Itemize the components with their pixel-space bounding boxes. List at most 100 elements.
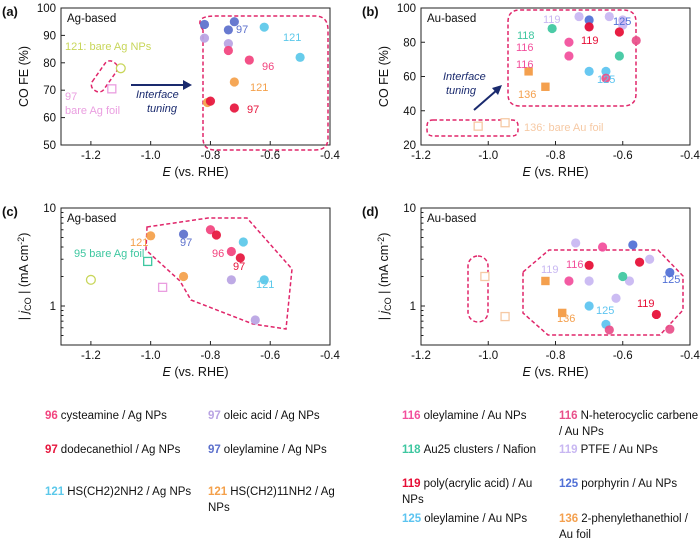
- annotation-a-ann_bare_np: 121: bare Ag NPs: [65, 41, 152, 53]
- data-point-c-3-0: [146, 231, 156, 241]
- data-point-d-0-1: [500, 311, 510, 322]
- dashed-region-b-bare: [426, 119, 519, 137]
- y-axis-label-b: CO FE (%): [377, 46, 391, 107]
- x-tick-label: -0.8: [201, 150, 221, 162]
- arrow-shaft-b: [473, 89, 498, 111]
- x-axis-label-c: E (vs. RHE): [163, 365, 229, 379]
- data-point-d-3-1: [597, 242, 608, 252]
- axes-frame-c: [60, 207, 331, 346]
- y-axis-label-a: CO FE (%): [17, 46, 31, 107]
- x-tick-label: -0.4: [320, 350, 340, 362]
- data-point-b-0-1: [500, 118, 510, 128]
- data-point-d-7-1: [665, 324, 675, 334]
- x-tick-label: -0.4: [680, 150, 700, 162]
- x-axis-label-b: E (vs. RHE): [523, 165, 589, 179]
- y-tick-label: 1: [410, 301, 416, 313]
- x-axis-label-a: E (vs. RHE): [163, 165, 229, 179]
- annotation-b-lbl_125a: 125: [613, 16, 631, 28]
- data-point-a-5-0: [223, 45, 233, 56]
- data-point-b-0-0: [473, 121, 483, 131]
- x-tick-label: -0.6: [613, 350, 633, 362]
- x-tick-label: -1.2: [81, 150, 101, 162]
- data-point-d-5-1: [665, 267, 675, 278]
- dashed-region-a-tuned: [199, 15, 329, 151]
- x-tick-label: -0.4: [680, 350, 700, 362]
- panel-letter-c: (c): [2, 204, 18, 219]
- y-tick-label: 50: [43, 140, 56, 152]
- annotation-b-arrow_label_2: tuning: [446, 85, 477, 97]
- annotation-a-ann_foil: bare Ag foil: [65, 105, 120, 117]
- data-point-b-4-0: [584, 22, 594, 32]
- legend-item: 116 N-heterocyclic carbene / Au NPs: [559, 408, 699, 440]
- legend-number: 97: [45, 444, 58, 456]
- y-tick-label: 100: [397, 3, 416, 15]
- data-point-c-8-0: [226, 275, 236, 285]
- data-point-a-2-1: [223, 25, 233, 35]
- data-point-b-7-1: [601, 66, 611, 76]
- data-point-b-9-0: [601, 73, 611, 83]
- x-tick-label: -1.0: [478, 150, 498, 162]
- legend-text: dodecanethiol / Ag NPs: [60, 444, 181, 456]
- annotation-a-ann_foil_num: 97: [65, 91, 77, 103]
- legend-item: 116 oleylamine / Au NPs: [402, 408, 550, 424]
- legend-number: 97: [208, 444, 221, 456]
- data-point-d-2-0: [571, 238, 581, 248]
- data-point-d-2-2: [624, 276, 635, 286]
- annotation-b-lbl_136: 136: [518, 89, 536, 101]
- legend-item: 125 oleylamine / Au NPs: [402, 511, 550, 527]
- data-point-c-7-0: [238, 237, 248, 247]
- axes-frame-d: [420, 207, 691, 346]
- data-point-c-6-0: [211, 230, 222, 240]
- annotation-d-lbl_125b: 125: [662, 274, 680, 286]
- data-point-b-4-1: [614, 27, 624, 37]
- data-point-d-2-4: [611, 293, 621, 303]
- data-point-c-5-1: [226, 246, 236, 257]
- data-point-a-1-0: [107, 84, 117, 94]
- y-tick-label: 40: [403, 106, 416, 118]
- data-point-a-4-1: [295, 52, 305, 62]
- data-point-a-3-0: [199, 33, 210, 43]
- legend-item: 121 HS(CH2)11NH2 / Ag NPs: [208, 484, 358, 516]
- data-point-b-3-0: [547, 23, 557, 34]
- annotation-c-lbl_97b: 97: [233, 261, 245, 273]
- axes-frame-a: [60, 7, 331, 146]
- data-point-a-4-0: [259, 22, 269, 32]
- y-axis-label-d: | jCO | (mA cm-2): [376, 233, 392, 321]
- legend-text: 2-phenylethanethiol / Au foil: [559, 513, 688, 541]
- data-point-b-6-0: [631, 35, 641, 46]
- x-axis-label-d: E (vs. RHE): [523, 365, 589, 379]
- legend-text: N-heterocyclic carbene / Au NPs: [559, 410, 699, 438]
- data-point-c-5-0: [205, 225, 216, 235]
- legend-number: 116: [559, 410, 578, 422]
- dashed-region-a-bare: [90, 60, 119, 93]
- data-point-b-2-0: [584, 15, 594, 25]
- data-point-d-3-0: [564, 276, 574, 286]
- annotation-c-lbl_96: 96: [212, 248, 224, 260]
- data-point-d-8-0: [618, 271, 628, 282]
- data-point-a-7-1: [229, 103, 239, 113]
- panel-tag-c: Ag-based: [67, 213, 116, 225]
- legend-text: oleylamine / Au NPs: [423, 410, 527, 422]
- data-point-a-7-0: [205, 96, 216, 106]
- annotation-a-lbl_97b: 97: [247, 104, 259, 116]
- y-axis-label-c: | jCO | (mA cm-2): [16, 233, 32, 321]
- annotation-a-lbl_121b: 121: [250, 82, 268, 94]
- data-point-d-4-1: [634, 257, 645, 267]
- y-tick-label: 100: [37, 3, 56, 15]
- legend-number: 118: [402, 444, 421, 456]
- legend-text: HS(CH2)2NH2 / Ag NPs: [67, 486, 192, 498]
- legend-item: 97 oleic acid / Ag NPs: [208, 408, 358, 424]
- dashed-region-b-tuned: [507, 9, 637, 107]
- data-point-b-5-1: [564, 51, 574, 61]
- data-point-c-8-1: [250, 315, 260, 325]
- annotation-b-lbl_119b: 119: [581, 35, 599, 47]
- arrow-head-a: [183, 80, 192, 90]
- legend-text: Au25 clusters / Nafion: [423, 444, 537, 456]
- annotation-a-lbl_97a: 97: [236, 24, 248, 36]
- y-tick-label: 80: [43, 58, 56, 70]
- data-point-c-4-0: [178, 229, 189, 239]
- legend-item: 96 cysteamine / Ag NPs: [45, 408, 195, 424]
- x-tick-label: -1.0: [141, 150, 161, 162]
- annotation-b-lbl_116a: 116: [516, 42, 534, 54]
- annotation-a-arrow_label_2: tuning: [147, 103, 178, 115]
